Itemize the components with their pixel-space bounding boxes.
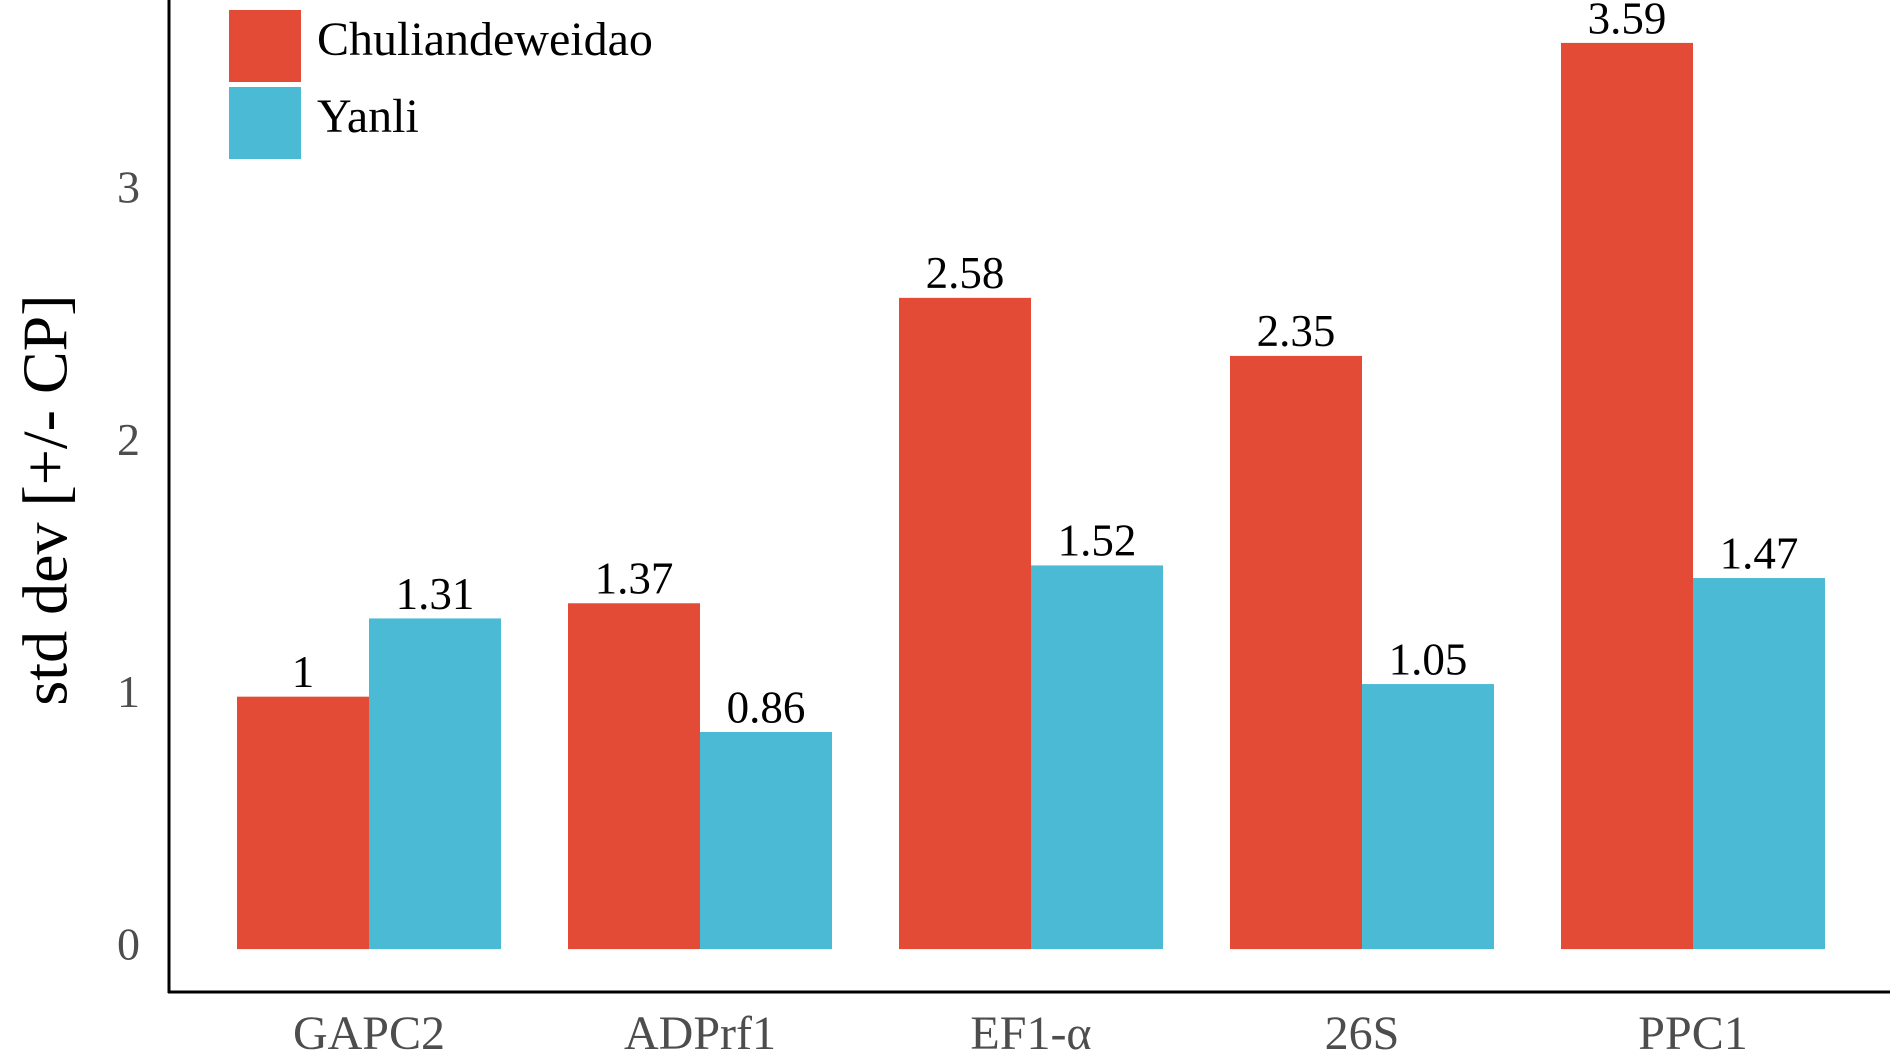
- x-tick-label: GAPC2: [293, 1007, 445, 1060]
- bar: [899, 297, 1031, 950]
- data-label: 2.35: [1257, 306, 1336, 356]
- bar: [568, 603, 700, 950]
- bar: [1230, 355, 1362, 950]
- y-tick-label: 0: [117, 919, 140, 970]
- data-label: 3.59: [1588, 0, 1667, 43]
- data-label: 1.37: [595, 554, 674, 604]
- x-tick-label: PPC1: [1638, 1007, 1747, 1060]
- data-label: 1.52: [1058, 516, 1137, 566]
- bar: [1031, 565, 1163, 950]
- data-label: 0.86: [727, 682, 806, 732]
- data-label: 1.47: [1720, 528, 1799, 578]
- legend-label: Yanli: [317, 90, 419, 143]
- data-label: 1.05: [1389, 634, 1468, 684]
- y-tick-label: 3: [117, 161, 140, 212]
- legend-label: Chuliandeweidao: [317, 13, 653, 66]
- y-tick-label: 2: [117, 414, 140, 465]
- x-tick-label: EF1-α: [970, 1007, 1091, 1060]
- bar: [700, 732, 832, 950]
- y-axis-title: std dev [+/- CP]: [10, 294, 81, 705]
- bar: [1693, 578, 1825, 950]
- x-tick-label: 26S: [1325, 1007, 1400, 1060]
- bar: [1561, 42, 1693, 950]
- y-tick-label: 1: [117, 666, 140, 717]
- legend-swatch: [229, 87, 301, 159]
- bar: [369, 618, 501, 950]
- data-label: 1.31: [396, 569, 475, 619]
- bar: [237, 696, 369, 950]
- data-label: 2.58: [926, 248, 1005, 298]
- bar: [1362, 684, 1494, 950]
- x-tick-label: ADPrf1: [624, 1007, 776, 1060]
- data-label: 1: [292, 647, 315, 697]
- legend-swatch: [229, 10, 301, 82]
